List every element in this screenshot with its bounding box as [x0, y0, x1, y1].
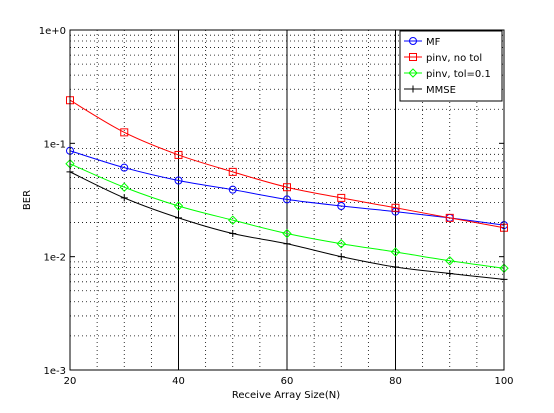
legend-marker — [409, 37, 417, 45]
series-3-point — [390, 247, 401, 257]
series-1-point — [120, 163, 129, 172]
legend-entry: MF — [404, 37, 441, 48]
y-tick-label: 1e-2 — [44, 253, 67, 264]
series-4-point — [229, 230, 237, 238]
series-2-point — [228, 167, 237, 176]
series-2-point — [391, 203, 400, 212]
series-2-line — [69, 99, 505, 229]
legend: MF pinv, no tol pinv, tol=0.1 MMSE — [399, 30, 503, 102]
series-2-point — [445, 213, 454, 222]
x-tick-label: 100 — [494, 376, 513, 387]
legend-label: MF — [426, 37, 441, 48]
x-tick-label: 80 — [389, 376, 402, 387]
legend-marker — [409, 85, 417, 93]
legend-marker — [408, 68, 418, 78]
y-tick-label: 1e-1 — [44, 139, 67, 150]
axes: 20 40 60 80 100 1e-3 1e-2 1e-1 1e+0 — [39, 26, 514, 387]
series-4-point — [283, 240, 291, 248]
series-2-point — [174, 150, 183, 159]
x-tick-label: 60 — [281, 376, 294, 387]
series-2-point — [120, 128, 129, 137]
legend-entry: pinv, no tol — [404, 53, 482, 64]
series-3-point — [445, 256, 455, 266]
series-1-point — [283, 195, 291, 204]
legend-label: MMSE — [426, 85, 456, 96]
legend-marker — [409, 53, 417, 61]
legend-entry: pinv, tol=0.1 — [404, 68, 491, 80]
series-1-line — [69, 150, 505, 226]
legend-label: pinv, tol=0.1 — [426, 69, 491, 80]
y-tick-label: 1e+0 — [39, 26, 66, 37]
x-tick-label: 40 — [172, 376, 185, 387]
x-tick-label: 20 — [64, 376, 77, 387]
series-2-point — [337, 193, 346, 202]
series-4-point — [120, 194, 128, 202]
y-axis-label: BER — [22, 190, 33, 210]
series-4-point — [337, 253, 345, 261]
series-3 — [65, 159, 509, 273]
series-3-point — [282, 228, 292, 239]
series-1-point — [174, 176, 183, 185]
series-4-point — [175, 214, 182, 222]
y-tick-label: 1e-3 — [44, 366, 67, 377]
series-3-point — [228, 215, 238, 225]
series-4-point — [392, 263, 399, 271]
series-3-line — [69, 163, 505, 269]
x-axis-label: Receive Array Size(N) — [232, 390, 340, 401]
series-3-point — [173, 201, 184, 211]
series-4-point — [446, 270, 454, 278]
legend-label: pinv, no tol — [426, 53, 482, 64]
series-1-point — [337, 201, 346, 210]
series-3-point — [336, 239, 346, 249]
series-2-point — [283, 183, 291, 192]
series-1-point — [228, 185, 237, 194]
series-3-point — [119, 182, 129, 192]
legend-entry: MMSE — [404, 85, 456, 96]
